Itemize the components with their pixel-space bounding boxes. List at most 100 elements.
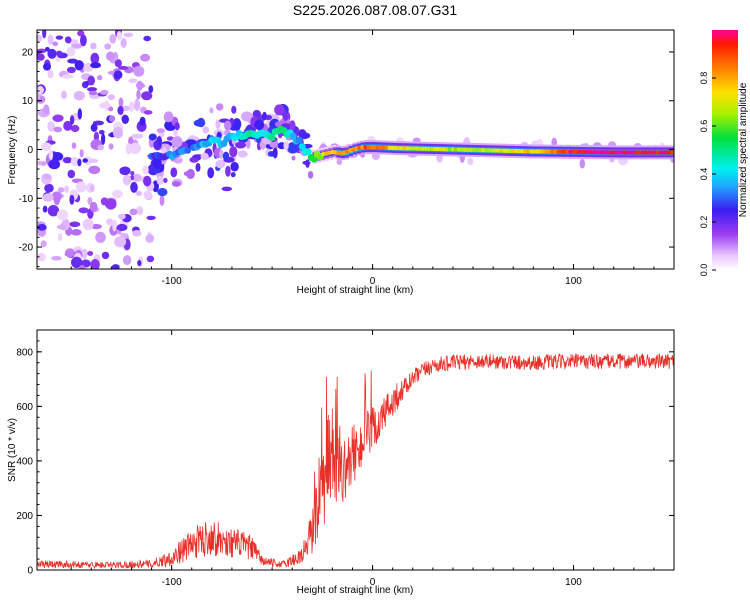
spectrogram-cell <box>136 89 141 100</box>
spectrogram-cell <box>116 223 128 232</box>
spectrogram-cell <box>289 120 296 131</box>
spectrogram-cell <box>47 205 60 217</box>
spectrogram-cell <box>101 133 106 146</box>
spectrogram-cell <box>90 184 95 193</box>
spectrogram-cell <box>146 255 155 263</box>
spectrogram-cell <box>63 120 73 131</box>
spectrogram-cell <box>109 115 116 122</box>
spectrogram-cell <box>42 193 54 202</box>
spectrogram-cell <box>120 38 127 48</box>
spectrogram-cell <box>71 43 83 49</box>
spectrogram-cell <box>37 160 43 166</box>
spectrogram-cell <box>61 90 67 99</box>
spectrogram-cell <box>99 102 111 109</box>
spectrogram-cell <box>143 175 152 187</box>
snr-x-tick-label: 100 <box>565 577 582 588</box>
spectrogram-cell <box>70 229 82 236</box>
spectrogram-cell <box>48 149 54 160</box>
spectrogram-x-tick-label: 0 <box>370 276 376 287</box>
spectrogram-cell <box>112 220 117 232</box>
spectrogram-cell <box>114 236 127 248</box>
spectrogram-cell <box>136 206 144 216</box>
spectrogram-cell <box>73 90 85 101</box>
spectrogram-cell <box>69 194 75 205</box>
spectrogram-cell <box>163 111 174 123</box>
spectrogram-cell <box>87 251 94 256</box>
spectrogram-cell <box>79 149 84 158</box>
spectrogram-cell <box>42 205 48 213</box>
carrier-core-cell <box>304 148 312 156</box>
colorbar-ticks: 0.0 0.2 0.4 0.6 0.8 <box>699 72 716 277</box>
spectrogram-y-axis-label: Frequency (Hz) <box>7 116 18 185</box>
spectrogram-cell <box>97 144 104 151</box>
spectrogram-cell <box>209 107 214 114</box>
colorbar-tick-label: 0.0 <box>699 264 709 277</box>
spectrogram-cell <box>74 60 84 71</box>
spectrogram-cell <box>45 47 50 52</box>
snr-y-tick-label: 400 <box>16 456 33 467</box>
spectrogram-cell <box>121 114 129 124</box>
spectrogram-cell <box>156 136 163 148</box>
spectrogram-cell <box>336 158 343 165</box>
spectrogram-cell <box>215 159 226 169</box>
spectrogram-cell <box>82 218 94 230</box>
snr-series-line <box>37 352 674 570</box>
carrier-core-cell <box>468 147 474 153</box>
spectrogram-cell <box>156 128 166 134</box>
spectrogram-cell <box>216 103 224 111</box>
spectrogram-cell <box>88 158 99 163</box>
spectrogram-cell <box>140 53 151 62</box>
spectrogram-cell <box>47 34 54 45</box>
spectrogram-x-axis-label: Height of straight line (km) <box>297 285 414 296</box>
spectrogram-cell <box>55 35 64 40</box>
spectrogram-cell <box>64 185 70 193</box>
spectrogram-cell <box>87 75 95 86</box>
spectrogram-cell <box>56 209 69 221</box>
spectrogram-cell <box>75 181 87 193</box>
spectrogram-cell <box>132 230 142 237</box>
spectrogram-cell <box>111 264 120 269</box>
spectrogram-cell <box>128 78 138 83</box>
spectrogram-cell <box>237 150 248 158</box>
spectrogram-cell <box>152 180 160 193</box>
carrier-core-cell <box>574 149 579 155</box>
spectrogram-cell <box>252 109 261 119</box>
carrier-core-cell <box>489 148 495 153</box>
spectrogram-cell <box>302 160 311 165</box>
spectrogram-cell <box>128 101 135 112</box>
spectrogram-cell <box>62 74 74 79</box>
spectrogram-cell <box>112 126 124 139</box>
spectrogram-cell <box>229 146 238 158</box>
spectrogram-cell <box>93 131 99 142</box>
spectrogram-cell <box>90 62 101 69</box>
spectrogram-cell <box>174 122 180 131</box>
snr-x-tick-label: 0 <box>370 577 376 588</box>
spectrogram-y-tick-label: 10 <box>22 96 34 107</box>
spectrogram-cell <box>78 207 89 214</box>
spectrogram-cell <box>82 158 88 163</box>
spectrogram-cell <box>221 186 232 192</box>
spectrogram-cell <box>64 252 71 257</box>
spectrogram-cell <box>40 142 52 152</box>
spectrogram-cell <box>90 52 100 64</box>
spectrogram-cell <box>71 142 77 150</box>
spectrogram-cell <box>122 255 132 266</box>
spectrogram-cell <box>136 82 145 89</box>
spectrogram-cell <box>44 183 54 193</box>
spectrogram-cell <box>230 161 239 172</box>
spectrogram-cell <box>66 46 76 57</box>
spectrogram-cell <box>467 157 474 166</box>
spectrogram-cell <box>202 126 210 134</box>
spectrogram-carrier-line <box>148 125 674 164</box>
spectrogram-cell <box>37 252 46 262</box>
spectrogram-cell <box>120 232 128 238</box>
spectrogram-cell <box>130 171 135 176</box>
carrier-core-cell <box>670 150 674 155</box>
spectrogram-cell <box>69 115 75 125</box>
spectrogram-cell <box>40 240 47 248</box>
spectrogram-x-tick-label: -100 <box>162 276 182 287</box>
spectrogram-cell <box>86 87 98 92</box>
spectrogram-cell <box>283 140 289 151</box>
